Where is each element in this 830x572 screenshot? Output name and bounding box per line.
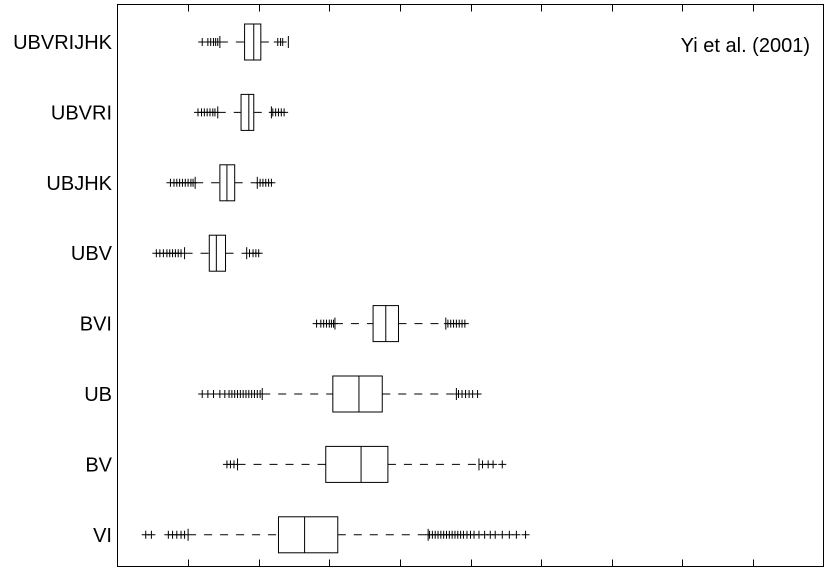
outlier-vi-26: [491, 530, 500, 539]
category-label-ubvrijhk: UBVRIJHK: [13, 32, 113, 54]
box-bv: [325, 445, 389, 483]
outlier-vi-27: [498, 530, 507, 539]
box-group-bvi: [312, 305, 469, 343]
outlier-ub-22: [473, 390, 482, 398]
box-group-ub: [198, 375, 482, 413]
box-ubv: [208, 234, 227, 272]
outlier-bv-2: [229, 460, 238, 469]
outlier-bv-5: [489, 460, 498, 469]
box-group-ubv: [152, 234, 263, 272]
outlier-vi-6: [180, 530, 189, 539]
outlier-ubvri-6: [210, 108, 219, 117]
box-ub: [332, 375, 383, 413]
outlier-bvi-13: [460, 319, 469, 328]
box-ubvrijhk: [244, 23, 262, 61]
box-series: [141, 23, 530, 554]
outlier-ubjhk-13: [267, 178, 276, 187]
x-axis-ticks: [188, 4, 754, 567]
box-group-ubvri: [193, 93, 289, 131]
category-labels: UBVRIJHK UBVRI UBJHK UBV BVI UB BV VI: [13, 32, 113, 547]
outlier-vi-30: [521, 530, 530, 539]
box-group-bv: [222, 445, 507, 483]
box-ubvri: [240, 93, 255, 131]
category-label-ubjhk: UBJHK: [46, 173, 112, 195]
outlier-ubv-8: [177, 249, 186, 258]
outlier-vi-1: [147, 530, 156, 539]
annotation-text: Yi et al. (2001): [681, 35, 810, 57]
outlier-ubjhk-8: [189, 178, 198, 187]
box-vi: [277, 516, 339, 554]
outlier-ub-16: [256, 390, 265, 398]
category-label-bv: BV: [85, 454, 112, 476]
box-group-ubjhk: [166, 164, 276, 202]
category-label-bvi: BVI: [80, 314, 112, 336]
outlier-ubvrijhk-5: [213, 38, 222, 46]
outlier-ubvrijhk-8: [278, 38, 287, 46]
outlier-vi-29: [512, 530, 521, 539]
plot-frame: [117, 4, 824, 567]
category-label-ubvri: UBVRI: [51, 102, 112, 124]
box-group-ubvrijhk: [198, 23, 289, 61]
outlier-bv-6: [498, 460, 507, 469]
outlier-ubv-12: [254, 249, 263, 258]
box-group-vi: [141, 516, 530, 554]
outlier-vi-28: [505, 530, 514, 539]
category-label-ub: UB: [84, 384, 112, 406]
category-label-ubv: UBV: [71, 243, 113, 265]
outlier-bvi-6: [329, 319, 338, 328]
category-label-vi: VI: [93, 525, 112, 547]
outlier-ubvri-11: [280, 108, 289, 117]
